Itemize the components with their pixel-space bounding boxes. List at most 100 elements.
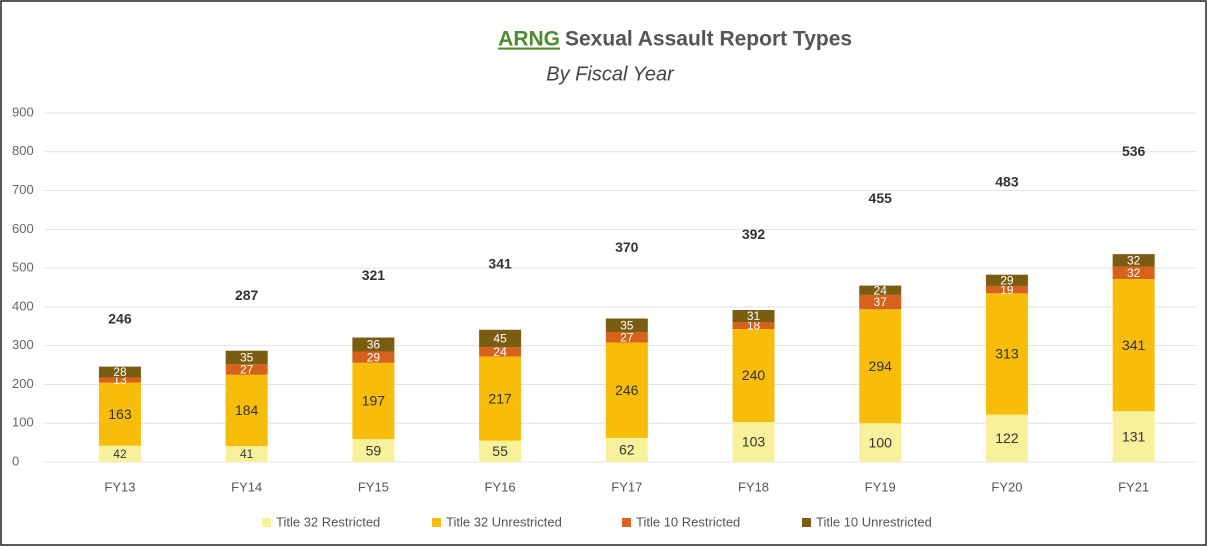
total-label: 321 — [362, 267, 386, 283]
chart-subtitle: By Fiscal Year — [546, 63, 675, 85]
bar-segment — [98, 377, 141, 383]
data-label: 35 — [620, 318, 634, 332]
x-tick-label: FY19 — [865, 479, 896, 494]
chart-title-highlight: ARNG — [498, 28, 560, 51]
data-label: 35 — [240, 351, 254, 365]
data-label: 197 — [362, 393, 386, 409]
bar-segment — [225, 374, 268, 447]
y-tick-label: 200 — [12, 376, 34, 391]
bar-segment — [732, 309, 775, 323]
data-label: 217 — [488, 390, 512, 406]
y-tick-label: 900 — [12, 104, 34, 119]
data-label: 122 — [995, 430, 1019, 446]
x-tick-label: FY13 — [104, 479, 135, 494]
data-label: 31 — [747, 309, 761, 323]
bar-segment — [605, 332, 648, 343]
y-tick-label: 400 — [12, 298, 34, 313]
data-label: 240 — [742, 367, 766, 383]
bar-segment — [605, 318, 648, 333]
bar-segment — [605, 342, 648, 438]
data-label: 55 — [492, 443, 508, 459]
data-label: 313 — [995, 346, 1019, 362]
legend-label: Title 10 Unrestricted — [816, 514, 932, 529]
data-label: 62 — [619, 442, 635, 458]
bar-segment — [352, 351, 395, 363]
bar-segment — [479, 329, 522, 348]
legend-label: Title 32 Unrestricted — [446, 514, 562, 529]
bar-segment — [352, 439, 395, 462]
bar-segment — [985, 285, 1028, 294]
data-label: 28 — [113, 365, 127, 379]
data-label: 36 — [367, 338, 381, 352]
bar-segment — [1112, 278, 1155, 412]
total-label: 455 — [869, 190, 893, 206]
bar-segment — [352, 337, 395, 352]
data-label: 41 — [240, 447, 254, 461]
data-label: 27 — [240, 363, 254, 377]
bar-segment — [98, 382, 141, 446]
total-label: 483 — [995, 174, 1019, 190]
data-label: 294 — [869, 358, 893, 374]
data-label: 184 — [235, 402, 259, 418]
data-label: 18 — [747, 319, 761, 333]
legend-swatch — [432, 518, 441, 527]
data-label: 45 — [493, 332, 507, 346]
data-label: 246 — [615, 382, 639, 398]
data-label: 100 — [869, 434, 893, 450]
y-tick-label: 500 — [12, 260, 34, 275]
bar-segment — [98, 445, 141, 462]
bar-segment — [225, 364, 268, 375]
bar-segment — [985, 274, 1028, 286]
bar-segment — [859, 285, 902, 295]
total-label: 246 — [108, 311, 132, 327]
data-label: 29 — [367, 350, 381, 364]
bar-segment — [1112, 266, 1155, 279]
data-label: 131 — [1122, 428, 1146, 444]
bar-segment — [98, 366, 141, 378]
bar-segment — [859, 294, 902, 310]
data-label: 19 — [1000, 283, 1014, 297]
x-tick-label: FY15 — [358, 479, 389, 494]
bar-segment — [479, 347, 522, 357]
y-tick-label: 300 — [12, 337, 34, 352]
bar-segment — [985, 293, 1028, 415]
bar-segment — [1112, 254, 1155, 267]
total-label: 287 — [235, 287, 259, 303]
bar-segment — [479, 356, 522, 441]
bar-segment — [985, 414, 1028, 462]
data-label: 59 — [366, 442, 382, 458]
total-label: 370 — [615, 239, 639, 255]
bar-segment — [859, 423, 902, 462]
bar-segment — [225, 446, 268, 462]
chart-title: Sexual Assault Report Types — [565, 28, 852, 51]
total-label: 392 — [742, 226, 766, 242]
data-label: 32 — [1127, 254, 1141, 268]
x-tick-label: FY14 — [231, 479, 262, 494]
bar-segment — [225, 350, 268, 365]
data-label: 27 — [620, 331, 634, 345]
legend-label: Title 32 Restricted — [276, 514, 380, 529]
y-tick-label: 0 — [12, 453, 19, 468]
data-label: 163 — [108, 406, 132, 422]
x-tick-label: FY17 — [611, 479, 642, 494]
x-tick-label: FY16 — [485, 479, 516, 494]
bar-segment — [859, 309, 902, 424]
bar-segment — [605, 437, 648, 462]
bar-segment — [732, 422, 775, 462]
data-label: 29 — [1000, 273, 1014, 287]
bar-segment — [479, 440, 522, 462]
legend-swatch — [262, 518, 271, 527]
y-tick-label: 100 — [12, 415, 34, 430]
data-label: 37 — [874, 295, 888, 309]
total-label: 341 — [488, 256, 512, 272]
x-tick-label: FY20 — [991, 479, 1022, 494]
data-label: 341 — [1122, 337, 1146, 353]
legend-label: Title 10 Restricted — [636, 514, 740, 529]
data-label: 24 — [874, 283, 888, 297]
bar-segment — [352, 362, 395, 440]
data-label: 42 — [113, 447, 127, 461]
y-tick-label: 800 — [12, 143, 34, 158]
bar-segment — [1112, 411, 1155, 462]
data-label: 32 — [1127, 266, 1141, 280]
